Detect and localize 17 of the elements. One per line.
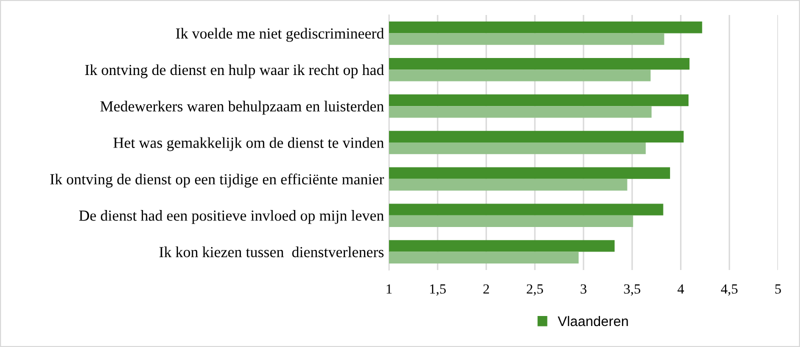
y-tick-label: Ik voelde me niet gediscrimineerd bbox=[176, 28, 384, 42]
x-tick-label: 4 bbox=[678, 284, 684, 294]
y-tick-label: Het was gemakkelijk om de dienst te vinden bbox=[113, 137, 384, 152]
x-tick-label: 3 bbox=[580, 284, 586, 294]
y-tick-label: De dienst had een positieve invloed op mijn leven bbox=[79, 210, 384, 224]
x-tick-label: 5 bbox=[775, 284, 781, 294]
y-tick-label: Medewerkers waren behulpzaam en luisterden bbox=[100, 100, 384, 115]
y-tick-label: Ik ontving de dienst op een tijdige en efficiënte manier bbox=[50, 174, 384, 188]
y-tick-label: Ik kon kiezen tussen dienstverleners bbox=[159, 246, 384, 258]
x-tick-label: 1,5 bbox=[430, 284, 446, 296]
x-tick-label: 4,5 bbox=[720, 284, 738, 296]
legend-label: Vlaanderen bbox=[558, 316, 628, 326]
y-tick-label: Ik ontving de dienst en hulp waar ik recht op had bbox=[85, 64, 384, 78]
x-tick-label: 2 bbox=[483, 284, 489, 294]
x-tick-label: 2,5 bbox=[526, 284, 544, 296]
x-tick-label: 1 bbox=[386, 284, 392, 294]
x-tick-label: 3,5 bbox=[624, 284, 640, 296]
